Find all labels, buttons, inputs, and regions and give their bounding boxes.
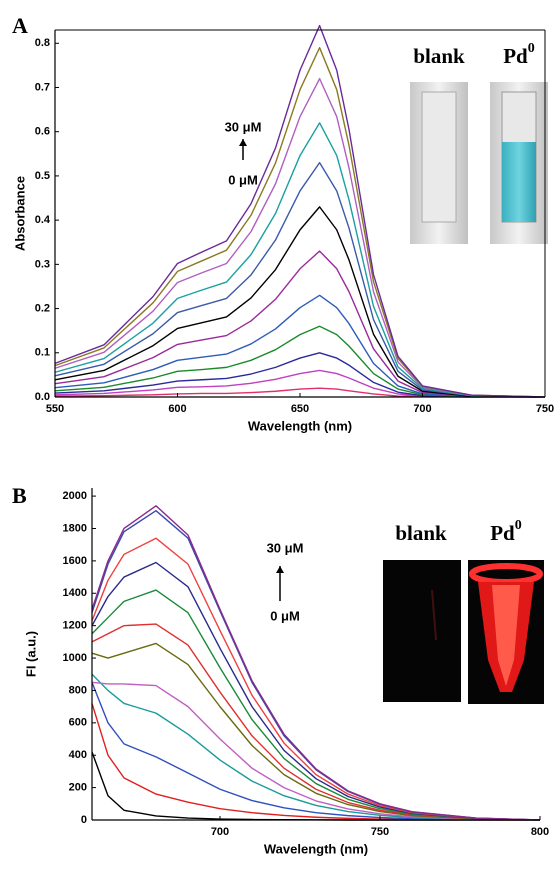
inset-label-sup: 0	[528, 41, 535, 56]
y-tick-label: 0.8	[35, 37, 50, 49]
series-line	[91, 537, 541, 821]
x-tick-label: 550	[46, 403, 64, 415]
series-line	[91, 751, 540, 821]
series-line	[91, 561, 541, 821]
x-tick-label: 600	[168, 403, 186, 415]
series-line	[91, 682, 541, 821]
x-axis-label: Wavelength (nm)	[248, 418, 352, 433]
series-line	[91, 505, 541, 821]
x-tick-label: 800	[531, 826, 549, 838]
series-line	[91, 642, 541, 821]
series-line	[54, 352, 546, 398]
y-tick-label: 1400	[63, 587, 87, 599]
annotation: 0 μM	[270, 608, 300, 623]
inset-label-main: Pd	[503, 44, 528, 68]
x-tick-label: 650	[291, 403, 309, 415]
inset-label: blank	[413, 44, 465, 68]
inset-photo-b	[383, 560, 544, 704]
y-tick-label: 0.6	[35, 126, 50, 138]
panel-label: A	[12, 13, 28, 38]
annotation: 30 μM	[225, 119, 262, 134]
annotation: 30 μM	[267, 540, 304, 555]
x-tick-label: 700	[413, 403, 431, 415]
y-tick-label: 1200	[63, 620, 87, 632]
y-tick-label: 600	[69, 717, 87, 729]
series-line	[91, 703, 541, 821]
y-tick-label: 0.0	[35, 391, 50, 403]
x-tick-label: 700	[211, 826, 229, 838]
inset-label-main: Pd	[490, 521, 515, 545]
y-tick-label: 0.4	[35, 214, 51, 226]
inset-label: Pd0	[490, 518, 522, 545]
y-tick-label: 0.2	[35, 302, 50, 314]
x-axis-label: Wavelength (nm)	[264, 841, 368, 856]
y-tick-label: 0.7	[35, 81, 50, 93]
series-line	[54, 250, 546, 398]
x-tick-label: 750	[536, 403, 554, 415]
y-axis-label: Absorbance	[12, 176, 27, 251]
series-line	[54, 77, 546, 398]
y-tick-label: 200	[69, 782, 87, 794]
series-line	[54, 206, 546, 398]
series-line	[54, 122, 546, 398]
series-line	[54, 325, 546, 398]
series-line	[54, 24, 546, 398]
y-tick-label: 400	[69, 749, 87, 761]
series-line	[54, 161, 546, 398]
y-tick-label: 1800	[63, 522, 87, 534]
y-tick-label: 2000	[63, 490, 87, 502]
arrow-head	[276, 566, 284, 573]
x-tick-label: 750	[371, 826, 389, 838]
series-line	[91, 673, 541, 821]
y-tick-label: 1600	[63, 555, 87, 567]
inset-label: Pd0	[503, 41, 535, 68]
series-line	[54, 294, 546, 398]
series-line	[54, 369, 545, 398]
series-line	[91, 623, 541, 821]
y-tick-label: 1000	[63, 652, 87, 664]
inset-label-sup: 0	[515, 518, 522, 533]
series-line	[54, 46, 546, 398]
series-line	[91, 681, 541, 821]
series-line	[54, 387, 545, 398]
inset-label: blank	[395, 521, 447, 545]
panel-label: B	[12, 483, 27, 508]
y-axis-label: FI (a.u.)	[23, 631, 38, 677]
series-line	[91, 589, 541, 821]
arrow-head	[239, 139, 247, 146]
y-tick-label: 0.3	[35, 258, 50, 270]
inset-photo-a	[410, 82, 548, 244]
y-tick-label: 800	[69, 684, 87, 696]
y-tick-label: 0	[81, 814, 87, 826]
y-tick-label: 0.5	[35, 170, 50, 182]
y-tick-label: 0.1	[35, 347, 50, 359]
annotation: 0 μM	[228, 172, 258, 187]
